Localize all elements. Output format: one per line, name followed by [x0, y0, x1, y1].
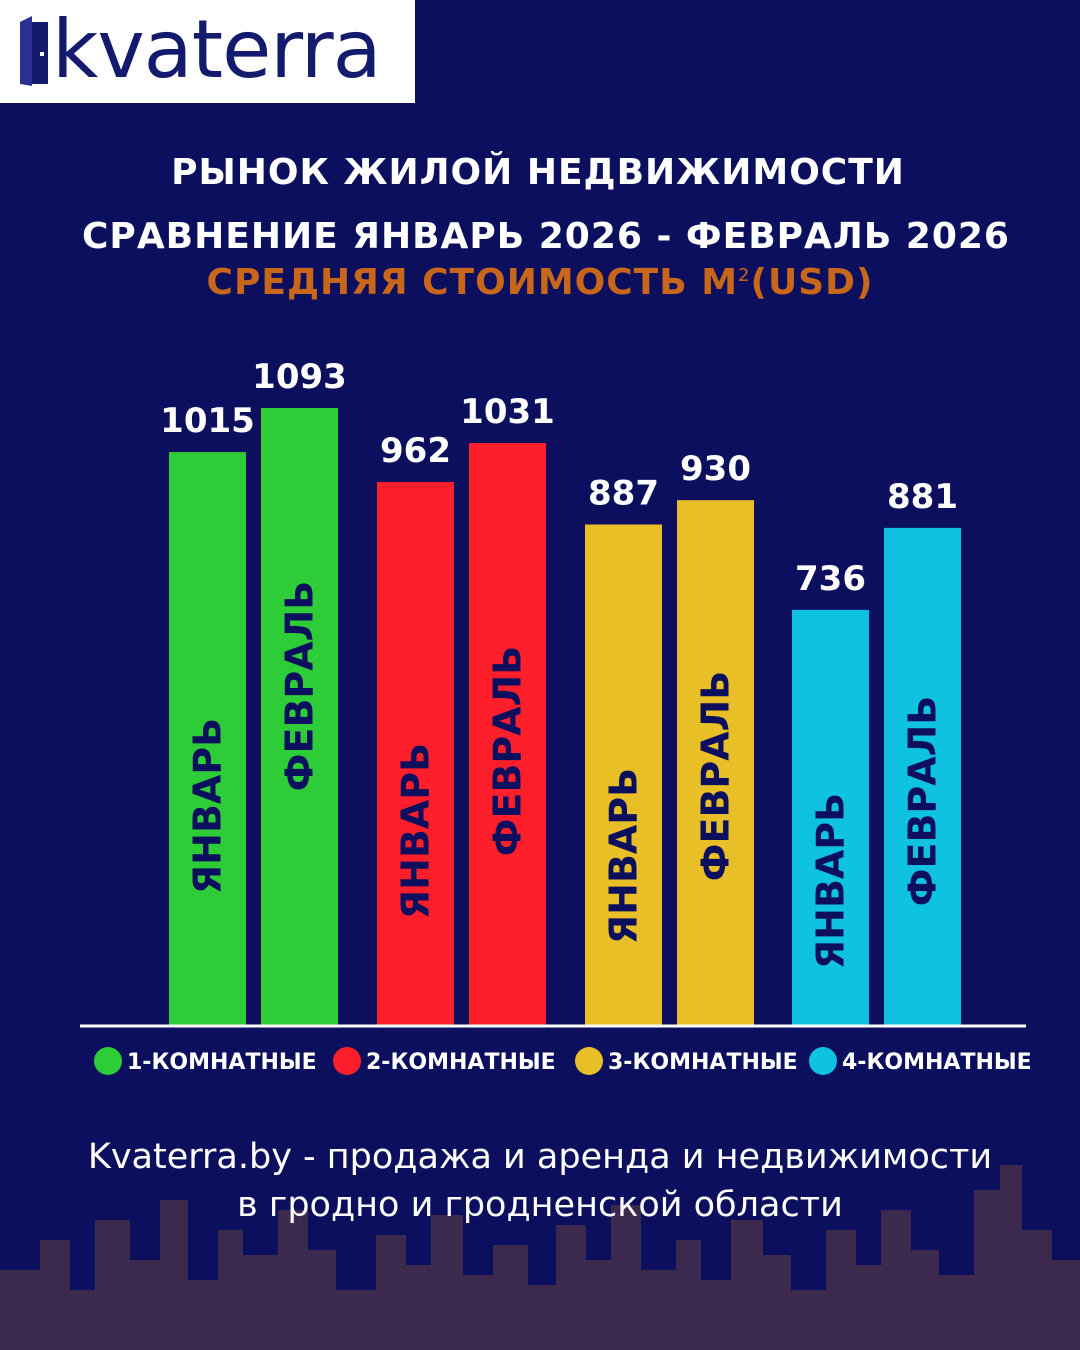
skyline-building: [1000, 1165, 1022, 1350]
skyline-building: [1022, 1230, 1052, 1350]
skyline-building: [731, 1220, 763, 1350]
skyline-building: [160, 1200, 188, 1350]
skyline-building: [493, 1245, 528, 1350]
legend-marker: [333, 1047, 361, 1075]
skyline-building: [911, 1250, 939, 1350]
footer: Kvaterra.by - продажа и аренда и недвижи…: [0, 1133, 1080, 1229]
data-label: 1015: [160, 401, 255, 441]
skyline-building: [406, 1265, 431, 1350]
bar-series-label: ФЕВРАЛЬ: [278, 581, 322, 791]
bar-3-jan: [585, 524, 662, 1026]
skyline-building: [939, 1275, 974, 1350]
bar-3-feb: [677, 500, 754, 1026]
skyline-building: [70, 1290, 95, 1350]
skyline-building: [130, 1260, 160, 1350]
legend-label: 1-КОМНАТНЫЕ: [127, 1050, 317, 1075]
skyline-building: [376, 1235, 406, 1350]
skyline-building: [791, 1290, 826, 1350]
skyline-building: [974, 1190, 1000, 1350]
subtitle-text: СРЕДНЯЯ СТОИМОСТЬ М: [206, 262, 739, 303]
skyline-building: [278, 1210, 308, 1350]
footer-line1: Kvaterra.by - продажа и аренда и недвижи…: [87, 1137, 993, 1177]
chart-subtitle: СРЕДНЯЯ СТОИМОСТЬ М2(USD): [0, 262, 1080, 303]
skyline-building: [243, 1255, 278, 1350]
skyline-building: [676, 1240, 701, 1350]
bar-series-label: ФЕВРАЛЬ: [486, 646, 530, 856]
page-title-line2: СРАВНЕНИЕ ЯНВАРЬ 2026 - ФЕВРАЛЬ 2026: [82, 216, 1010, 257]
page-title: РЫНОК ЖИЛОЙ НЕДВИЖИМОСТИ: [171, 152, 905, 193]
skyline-building: [0, 1270, 40, 1350]
skyline-building: [586, 1260, 611, 1350]
logo: kvaterra: [0, 0, 415, 103]
skyline-building: [856, 1265, 881, 1350]
data-label: 887: [588, 473, 659, 513]
bar-series-label: ЯНВАРЬ: [602, 768, 646, 944]
bar-1-feb: [261, 408, 338, 1026]
skyline-building: [336, 1290, 376, 1350]
bar-series-label: ФЕВРАЛЬ: [901, 696, 945, 906]
skyline-building: [826, 1230, 856, 1350]
bar-2-feb: [469, 443, 546, 1027]
city-skyline: [0, 1165, 1080, 1350]
footer-line2: в гродно и гродненской области: [237, 1185, 843, 1225]
bar-4-feb: [884, 527, 961, 1026]
skyline-building: [188, 1280, 218, 1350]
skyline-building: [218, 1230, 243, 1350]
bar-series-label: ЯНВАРЬ: [186, 718, 230, 894]
skyline-building: [463, 1275, 493, 1350]
bar-2-jan: [377, 482, 454, 1026]
skyline-building: [308, 1250, 336, 1350]
skyline-building: [556, 1225, 586, 1350]
data-label: 881: [887, 477, 958, 517]
bar-chart: 1015 ЯНВАРЬ 1093 ФЕВРАЛЬ 962 ЯНВАРЬ 1031 ФЕВРАЛ…: [80, 357, 1032, 1075]
bar-series-label: ЯНВАРЬ: [394, 743, 438, 919]
subtitle-unit: (USD): [750, 262, 874, 303]
skyline-building: [528, 1285, 556, 1350]
skyline-building: [641, 1270, 676, 1350]
logo-text: kvaterra: [52, 3, 382, 96]
data-label: 1093: [252, 357, 347, 397]
legend-marker: [809, 1047, 837, 1075]
skyline-building: [431, 1215, 463, 1350]
legend-label: 2-КОМНАТНЫЕ: [366, 1050, 556, 1075]
subtitle-superscript: 2: [738, 265, 751, 286]
data-label: 930: [680, 449, 751, 489]
data-label: 1031: [460, 392, 555, 432]
legend-marker: [94, 1047, 122, 1075]
bar-1-jan: [169, 452, 246, 1026]
bar-series-label: ФЕВРАЛЬ: [694, 671, 738, 881]
bar-4-jan: [792, 609, 869, 1026]
skyline-building: [881, 1210, 911, 1350]
legend-label: 4-КОМНАТНЫЕ: [842, 1050, 1032, 1075]
skyline-building: [763, 1255, 791, 1350]
legend-label: 3-КОМНАТНЫЕ: [608, 1050, 798, 1075]
skyline-building: [40, 1240, 70, 1350]
skyline-building: [701, 1280, 731, 1350]
legend-marker: [575, 1047, 603, 1075]
data-label: 962: [380, 431, 451, 471]
data-label: 736: [795, 559, 866, 599]
skyline-building: [611, 1205, 641, 1350]
bar-series-label: ЯНВАРЬ: [809, 793, 853, 969]
skyline-building: [95, 1220, 130, 1350]
door-icon: [20, 16, 48, 86]
skyline-building: [1052, 1260, 1080, 1350]
